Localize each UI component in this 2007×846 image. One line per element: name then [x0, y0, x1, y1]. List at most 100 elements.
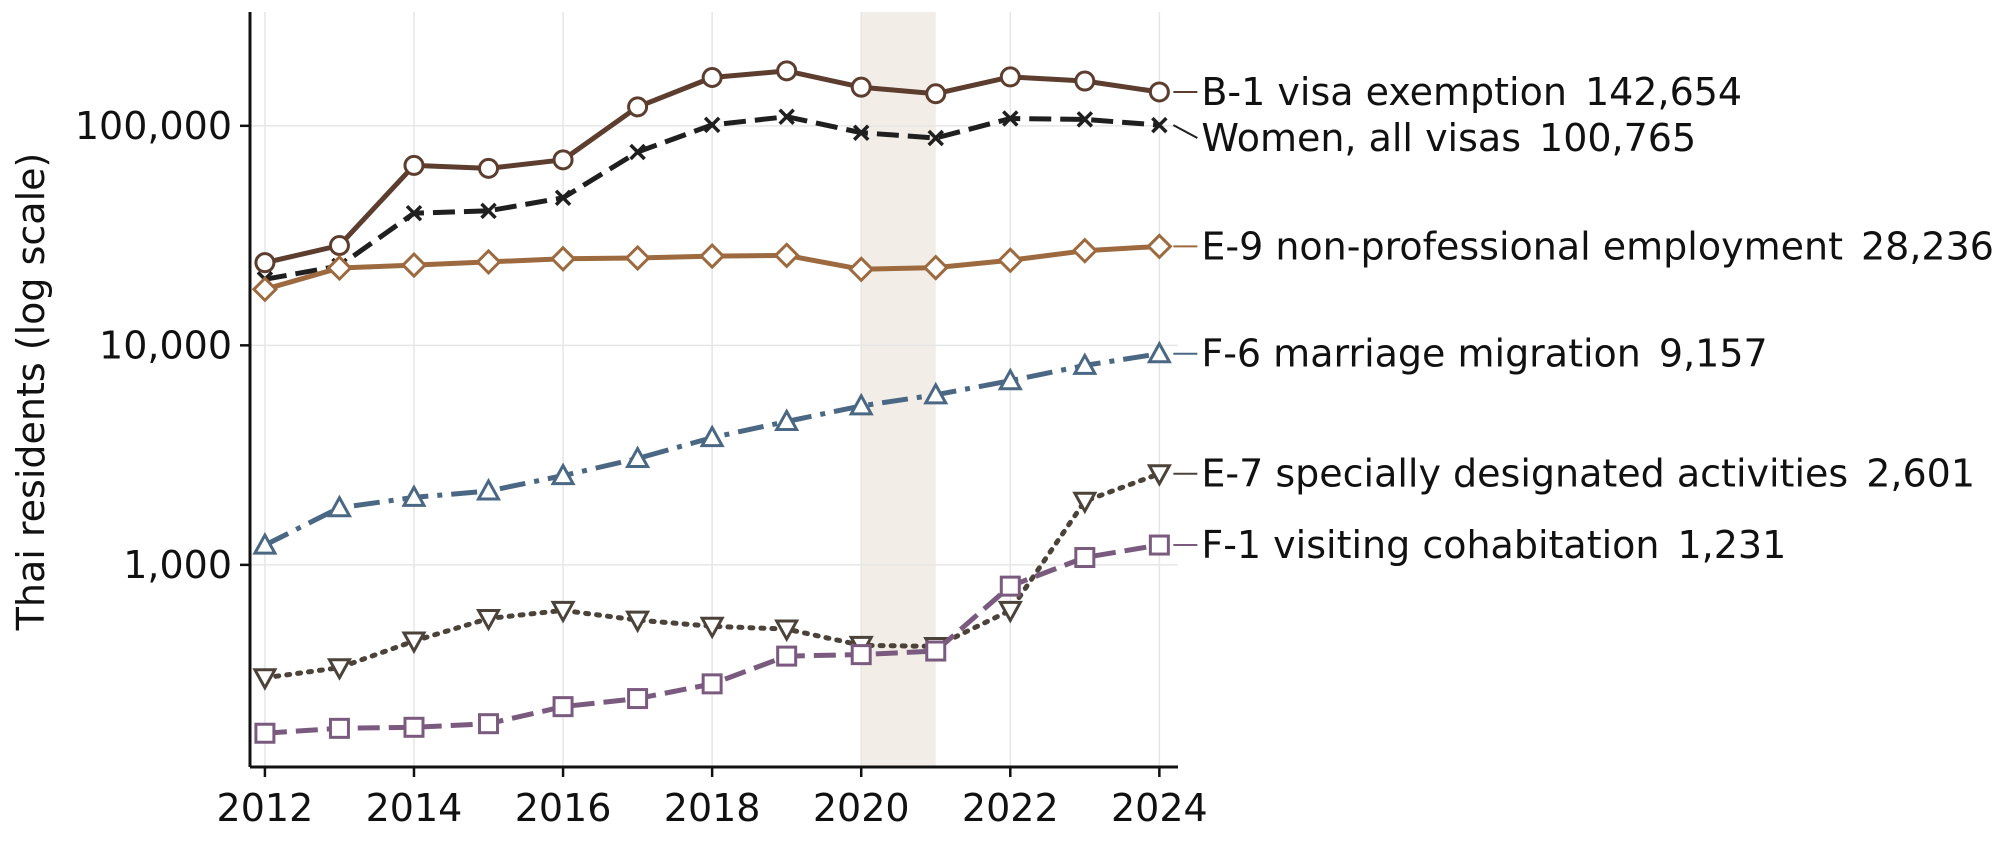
series-end-label: Women, all visas 100,765: [1201, 116, 1696, 160]
data-point: [1148, 81, 1170, 103]
data-point: [848, 256, 875, 283]
data-point-stroke: [480, 202, 497, 220]
data-point: [328, 717, 350, 739]
series-end-label: B-1 visa exemption 142,654: [1201, 70, 1742, 114]
series-f-1-visiting-cohabitation: [254, 534, 1170, 744]
data-point: [549, 245, 577, 272]
data-point: [326, 658, 352, 681]
data-point-stroke: [554, 189, 572, 207]
data-point: [774, 619, 800, 643]
series-f-6-marriage-migration: [252, 340, 1172, 555]
data-point: [627, 96, 649, 118]
data-point: [850, 644, 872, 666]
x-tick-label: 2012: [217, 786, 314, 830]
series-name: B-1 visa exemption: [1201, 70, 1567, 114]
series-end-value: 28,236: [1861, 224, 1994, 268]
data-point: [627, 688, 649, 710]
data-point: [997, 247, 1024, 274]
data-point: [699, 616, 725, 640]
data-point: [552, 696, 574, 718]
data-point: [326, 494, 352, 518]
y-tick-label: 1,000: [123, 543, 232, 587]
data-point: [403, 716, 425, 738]
series-end-value: 142,654: [1585, 70, 1742, 114]
series-end-value: 2,601: [1866, 452, 1975, 496]
data-point: [1002, 110, 1019, 127]
x-tick-label: 2018: [664, 786, 761, 830]
data-point: [401, 484, 427, 507]
data-point: [848, 392, 874, 416]
series-end-label: F-1 visiting cohabitation 1,231: [1201, 523, 1786, 567]
data-point: [624, 244, 651, 272]
x-tick-label: 2022: [962, 786, 1059, 830]
data-point: [478, 157, 500, 179]
data-point: [1146, 340, 1172, 364]
data-point: [475, 608, 502, 632]
data-point: [703, 116, 721, 134]
series-name: F-1 visiting cohabitation: [1201, 523, 1659, 567]
series-name: E-7 specially designated activities: [1201, 452, 1848, 496]
x-tick-label: 2014: [366, 786, 463, 830]
data-point-stroke: [629, 143, 646, 161]
data-point: [1072, 352, 1098, 375]
data-point: [852, 124, 870, 141]
data-point: [478, 713, 500, 735]
data-point: [251, 276, 279, 303]
data-point: [699, 242, 726, 270]
data-point: [1076, 111, 1094, 128]
data-point: [997, 367, 1023, 391]
data-point: [850, 76, 872, 98]
data-point: [400, 251, 428, 279]
data-point: [774, 408, 800, 431]
data-point-stroke: [1076, 111, 1094, 128]
data-point-stroke: [927, 129, 944, 147]
y-axis-title: Thai residents (log scale): [9, 153, 53, 632]
data-point: [480, 202, 497, 220]
series-end-label: F-6 marriage migration 9,157: [1201, 332, 1767, 376]
data-point: [550, 600, 576, 624]
y-tick-label: 10,000: [99, 323, 232, 367]
series-e-7-specially-designated-activities: [252, 464, 1172, 691]
data-point: [475, 477, 502, 501]
data-point: [997, 600, 1023, 624]
data-point: [923, 381, 949, 405]
data-point-stroke: [405, 204, 423, 222]
series-name: F-6 marriage migration: [1201, 332, 1641, 376]
axes: 2012 2014 2016 2018 2020 2022 2024 1,000 10,000 1…: [75, 12, 1208, 830]
data-point: [927, 129, 944, 147]
data-point: [252, 532, 278, 555]
data-point-stroke: [852, 124, 870, 141]
data-point: [925, 640, 947, 662]
data-point: [922, 254, 949, 281]
series-name: Women, all visas: [1201, 116, 1521, 160]
data-point-stroke: [1151, 116, 1168, 134]
series-end-value: 1,231: [1678, 523, 1787, 567]
data-point: [776, 645, 798, 667]
data-point: [475, 248, 502, 276]
data-point-stroke: [1002, 110, 1019, 127]
data-point: [999, 66, 1021, 88]
data-point: [699, 424, 725, 448]
data-point: [554, 189, 572, 207]
series-end-value: 9,157: [1659, 332, 1768, 376]
data-point: [625, 445, 651, 469]
data-point: [778, 108, 795, 125]
data-point-stroke: [778, 108, 795, 125]
data-point: [1148, 534, 1170, 556]
data-point: [701, 67, 723, 89]
data-point: [1151, 116, 1168, 134]
series-e-9-non-professional-employment: [251, 233, 1173, 303]
data-point: [629, 143, 646, 161]
data-point: [1071, 237, 1098, 264]
series-name: E-9 non-professional employment: [1201, 224, 1843, 268]
data-point: [550, 462, 576, 486]
data-point-stroke: [703, 116, 721, 134]
data-point: [1146, 233, 1173, 260]
label-connector: [1172, 124, 1198, 139]
data-point: [1146, 464, 1172, 487]
series-end-value: 100,765: [1539, 116, 1696, 160]
series-end-label: E-9 non-professional employment 28,236: [1201, 224, 1994, 268]
data-point: [925, 83, 947, 105]
series-lines: [251, 60, 1173, 744]
